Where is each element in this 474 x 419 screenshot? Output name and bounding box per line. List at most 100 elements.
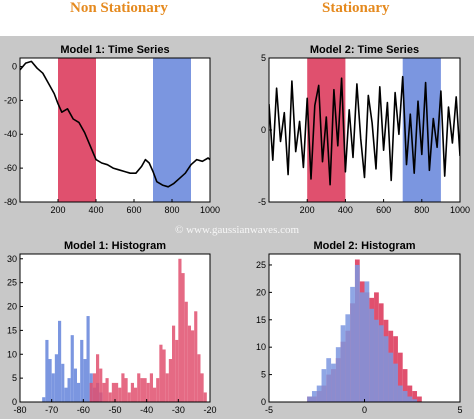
chart-4-bar-1-22: [412, 399, 418, 402]
chart-1-ytick-label-4: -80: [4, 197, 17, 207]
chart-4-bar-1-14: [374, 319, 379, 402]
chart-3-bar-1-27: [175, 339, 179, 402]
chart-1-xtick-label-0: 200: [50, 205, 65, 215]
chart-2-xtick-label-0: 200: [300, 205, 315, 215]
chart-1-shaded-region-0: [58, 58, 96, 202]
chart-3-bar-1-7: [111, 382, 115, 402]
chart-3-ytick-label-6: 30: [7, 254, 17, 264]
chart-4-xtick-label-0: -5: [265, 405, 273, 415]
chart-2-marks: [269, 58, 460, 202]
chart-4-bar-1-19: [397, 385, 403, 402]
chart-4-bar-1-12: [364, 281, 370, 402]
chart-4-bar-1-11: [359, 292, 365, 402]
chart-3-bar-1-18: [146, 382, 150, 402]
chart-3-bar-0-9: [70, 335, 74, 402]
chart-3-bar-0-14: [86, 316, 90, 402]
chart-4-bar-1-15: [378, 325, 384, 402]
chart-3-bar-1-4: [102, 382, 106, 402]
chart-3-bar-1-24: [165, 373, 169, 402]
chart-3-bar-0-4: [54, 354, 58, 402]
chart-3-bar-0-3: [51, 373, 55, 402]
chart-3-bar-1-16: [140, 378, 144, 402]
chart-4-bar-1-21: [407, 396, 413, 402]
chart-3-xtick-label-0: -80: [13, 405, 26, 415]
chart-3-bar-1-6: [108, 392, 112, 402]
chart-3-bar-1-22: [159, 344, 163, 402]
chart-3-bar-1-31: [187, 325, 191, 402]
chart-4-bar-1-10: [354, 264, 360, 402]
chart-2-xtick-label-1: 400: [338, 205, 353, 215]
chart-4-bar-1-8: [345, 314, 351, 402]
chart-1-series-line-0: [20, 60, 210, 188]
chart-3-bar-1-34: [197, 354, 201, 402]
chart-3-ytick-label-4: 20: [7, 302, 17, 312]
chart-4-ytick-label-1: 5: [261, 370, 266, 380]
chart-3-bar-1-15: [137, 373, 141, 402]
chart-3-bar-1-8: [115, 382, 119, 402]
chart-3-bar-1-26: [172, 325, 176, 402]
chart-2-series-line-0: [269, 75, 460, 186]
chart-3-bar-0-11: [77, 382, 81, 402]
chart-4-bar-1-5: [331, 363, 336, 402]
chart-3-marks: [42, 258, 207, 402]
chart-2-ytick-label-1: 0: [261, 125, 266, 135]
chart-3-bar-0-2: [48, 359, 52, 402]
chart-4-bar-1-0: [307, 396, 312, 402]
chart-1-xtick-label-4: 1000: [200, 205, 220, 215]
chart-4-bar-0-23: [417, 396, 422, 402]
stationary-heading: Stationary: [322, 0, 390, 16]
chart-4-bar-1-17: [388, 352, 394, 402]
chart-1-xtick-label-1: 400: [88, 205, 103, 215]
chart-4-ytick-label-0: 0: [261, 397, 266, 407]
chart-4-bar-1-16: [383, 336, 389, 402]
chart-3-bar-1-14: [134, 387, 138, 402]
chart-3-bar-0-5: [58, 320, 62, 402]
chart-3-bar-1-5: [105, 378, 109, 402]
chart-3-bar-1-13: [130, 382, 134, 402]
chart-4-bar-1-18: [393, 363, 398, 402]
chart-4-xtick-label-2: 5: [457, 405, 462, 415]
chart-4-ytick-label-2: 10: [256, 342, 266, 352]
chart-3-bar-0-10: [73, 368, 77, 402]
chart-4-bar-1-20: [402, 391, 408, 402]
chart-1-ytick-label-0: 0: [12, 61, 17, 71]
chart-4-bar-1-4: [326, 358, 332, 402]
chart-3-bar-1-33: [194, 311, 198, 402]
chart-3-bar-1-17: [143, 378, 147, 402]
chart-4-bar-0-21: [407, 385, 413, 402]
chart-3-xtick-label-1: -70: [45, 405, 58, 415]
chart-4-ytick-label-4: 20: [256, 287, 266, 297]
chart-3-bar-1-19: [149, 373, 153, 402]
chart-3-bar-1-35: [200, 373, 204, 402]
chart-3-xtick-label-2: -60: [77, 405, 90, 415]
chart-1-shaded-region-1: [153, 58, 191, 202]
chart-4-bar-1-3: [321, 369, 327, 402]
chart-3-bar-0-0: [42, 397, 46, 402]
chart-3-bar-1-1: [92, 373, 96, 402]
chart-3-bar-0-8: [67, 378, 71, 402]
watermark-text: © www.gaussianwaves.com: [175, 224, 300, 236]
chart-3-ytick-label-5: 25: [7, 278, 17, 288]
chart-3-bar-0-12: [80, 339, 84, 402]
chart-4-title: Model 2: Histogram: [313, 240, 415, 252]
chart-3-bar-1-30: [184, 301, 188, 402]
chart-4-bar-1-13: [369, 308, 375, 402]
chart-3-title: Model 1: Histogram: [64, 240, 166, 252]
chart-4-xtick-label-1: 0: [362, 405, 367, 415]
chart-1-axes-frame: [19, 57, 211, 203]
chart-1-ytick-label-2: -40: [4, 129, 17, 139]
chart-3-bar-1-10: [121, 373, 125, 402]
chart-3-bar-1-2: [96, 354, 100, 402]
chart-1-xtick-label-3: 800: [164, 205, 179, 215]
chart-3-bar-1-36: [203, 392, 207, 402]
non-stationary-heading: Non Stationary: [70, 0, 168, 16]
chart-4-ytick-label-3: 15: [256, 315, 266, 325]
chart-2-ytick-label-2: -5: [258, 197, 266, 207]
chart-1-ytick-label-1: -20: [4, 95, 17, 105]
chart-3-xtick-label-4: -40: [140, 405, 153, 415]
chart-3-bar-1-29: [181, 273, 185, 402]
chart-4-bar-1-2: [316, 385, 322, 402]
chart-3-ytick-label-3: 15: [7, 325, 17, 335]
chart-1-title: Model 1: Time Series: [60, 44, 169, 56]
